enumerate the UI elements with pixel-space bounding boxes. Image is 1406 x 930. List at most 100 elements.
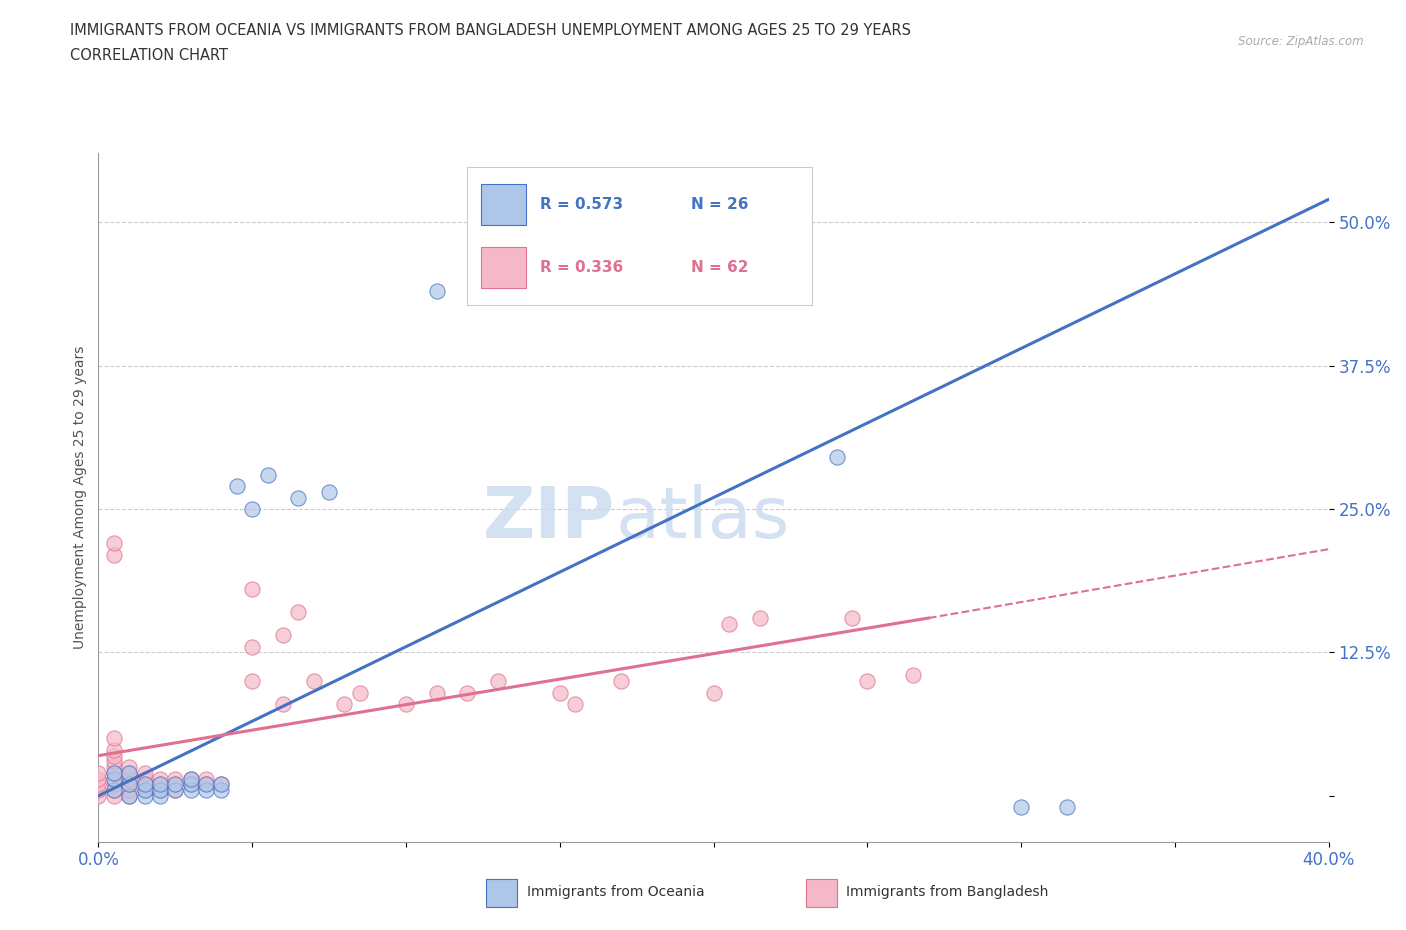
Point [703, 685, 725, 700]
Point [318, 485, 340, 499]
Point [903, 668, 925, 683]
Text: IMMIGRANTS FROM OCEANIA VS IMMIGRANTS FROM BANGLADESH UNEMPLOYMENT AMONG AGES 25: IMMIGRANTS FROM OCEANIA VS IMMIGRANTS FR… [70, 23, 911, 38]
Point [856, 673, 879, 688]
Point [240, 639, 263, 654]
Text: CORRELATION CHART: CORRELATION CHART [70, 48, 228, 63]
Point [134, 765, 156, 780]
Point [118, 765, 141, 780]
Point [134, 783, 156, 798]
Point [103, 742, 125, 757]
Point [118, 777, 141, 791]
Point [195, 771, 218, 786]
Point [134, 783, 156, 798]
Point [87, 771, 110, 786]
Point [103, 760, 125, 775]
Point [165, 777, 187, 791]
Point [211, 777, 233, 791]
Point [240, 582, 263, 597]
Point [610, 673, 633, 688]
FancyBboxPatch shape [486, 879, 517, 907]
Point [486, 673, 509, 688]
Point [103, 536, 125, 551]
Text: Immigrants from Bangladesh: Immigrants from Bangladesh [846, 884, 1049, 898]
Point [717, 617, 740, 631]
Point [103, 754, 125, 769]
Point [87, 783, 110, 798]
Point [211, 783, 233, 798]
Point [118, 771, 141, 786]
Point [103, 777, 125, 791]
Point [287, 604, 309, 619]
Point [271, 697, 294, 711]
Point [333, 697, 356, 711]
Point [103, 783, 125, 798]
Point [103, 548, 125, 563]
Point [103, 765, 125, 780]
Point [165, 783, 187, 798]
Point [825, 450, 848, 465]
Point [180, 771, 202, 786]
Point [118, 789, 141, 804]
Point [134, 777, 156, 791]
Point [149, 771, 172, 786]
Point [165, 783, 187, 798]
Point [256, 467, 278, 482]
Point [149, 783, 172, 798]
Point [118, 777, 141, 791]
Point [180, 783, 202, 798]
Point [165, 777, 187, 791]
Point [271, 628, 294, 643]
Point [1056, 800, 1078, 815]
Text: Source: ZipAtlas.com: Source: ZipAtlas.com [1239, 35, 1364, 48]
Point [211, 777, 233, 791]
Point [426, 685, 449, 700]
Point [225, 479, 247, 494]
Point [103, 789, 125, 804]
Point [165, 771, 187, 786]
Text: Immigrants from Oceania: Immigrants from Oceania [527, 884, 704, 898]
Point [287, 490, 309, 505]
Point [118, 760, 141, 775]
Point [103, 771, 125, 786]
FancyBboxPatch shape [806, 879, 837, 907]
Point [134, 771, 156, 786]
Point [180, 777, 202, 791]
Point [564, 697, 586, 711]
Point [103, 783, 125, 798]
Point [118, 789, 141, 804]
Point [118, 783, 141, 798]
Point [180, 777, 202, 791]
Point [118, 765, 141, 780]
Point [149, 777, 172, 791]
Point [302, 673, 325, 688]
Point [87, 777, 110, 791]
Point [841, 611, 863, 626]
Point [195, 783, 218, 798]
Text: ZIP: ZIP [482, 484, 616, 552]
Point [134, 777, 156, 791]
Point [103, 731, 125, 746]
Point [87, 765, 110, 780]
Point [240, 673, 263, 688]
Point [1010, 800, 1032, 815]
Point [195, 777, 218, 791]
Point [426, 284, 449, 299]
Point [149, 777, 172, 791]
Point [149, 789, 172, 804]
Text: atlas: atlas [616, 484, 790, 552]
Point [103, 771, 125, 786]
Point [748, 611, 770, 626]
Point [149, 783, 172, 798]
Point [180, 771, 202, 786]
Point [87, 789, 110, 804]
Point [103, 748, 125, 763]
Point [456, 685, 478, 700]
Point [134, 789, 156, 804]
Point [349, 685, 371, 700]
Point [195, 777, 218, 791]
Point [395, 697, 418, 711]
Y-axis label: Unemployment Among Ages 25 to 29 years: Unemployment Among Ages 25 to 29 years [73, 346, 87, 649]
Point [240, 501, 263, 516]
Point [103, 765, 125, 780]
Point [548, 685, 571, 700]
